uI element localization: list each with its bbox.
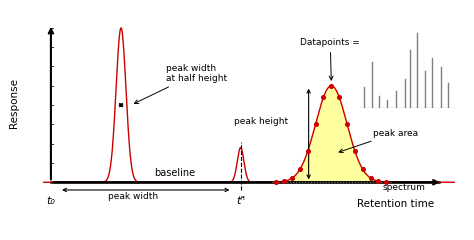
Text: peak height: peak height bbox=[234, 117, 288, 126]
Point bbox=[288, 176, 296, 180]
Point bbox=[343, 122, 351, 126]
Point bbox=[319, 95, 327, 99]
Text: peak width: peak width bbox=[109, 192, 158, 201]
Text: peak width
at half height: peak width at half height bbox=[135, 64, 228, 103]
Point bbox=[304, 149, 311, 153]
Point bbox=[312, 122, 319, 126]
Text: tᴿ: tᴿ bbox=[236, 196, 245, 206]
Text: Retention time: Retention time bbox=[357, 199, 434, 209]
Point bbox=[374, 179, 382, 183]
Text: spectrum: spectrum bbox=[382, 182, 425, 192]
Point bbox=[359, 167, 366, 171]
Point bbox=[383, 180, 390, 184]
Point bbox=[336, 95, 343, 99]
Text: baseline: baseline bbox=[154, 168, 195, 178]
Point bbox=[367, 176, 374, 180]
Point bbox=[296, 167, 304, 171]
Point bbox=[281, 179, 288, 183]
Text: peak area: peak area bbox=[339, 129, 418, 153]
Text: t₀: t₀ bbox=[46, 196, 55, 206]
Text: Datapoints =: Datapoints = bbox=[301, 38, 360, 80]
Point bbox=[328, 84, 335, 88]
Point bbox=[273, 180, 280, 184]
Point bbox=[351, 149, 359, 153]
Text: Response: Response bbox=[9, 78, 19, 128]
